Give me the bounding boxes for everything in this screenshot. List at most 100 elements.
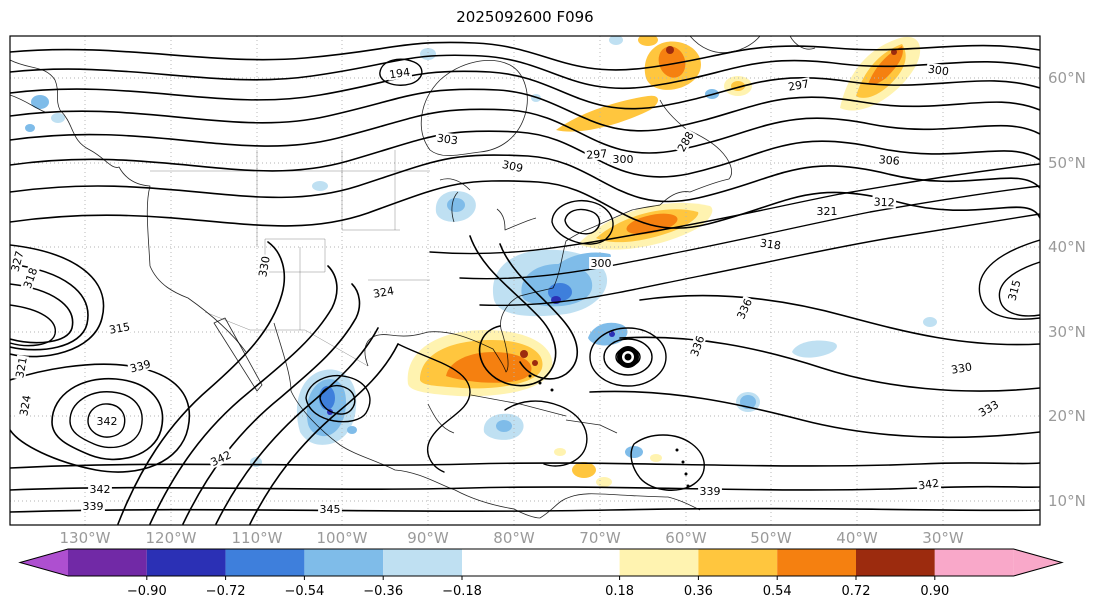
contour-label-group: 330 xyxy=(948,360,975,377)
contour-label-bg xyxy=(17,392,34,419)
colorbar-segment xyxy=(934,549,1014,576)
contour-label-bg xyxy=(948,360,975,377)
lon-tick-label: 100°W xyxy=(317,529,368,547)
lon-tick-label: 50°W xyxy=(750,529,792,547)
lon-tick-label: 30°W xyxy=(922,529,964,547)
colorbar-segment xyxy=(304,549,384,576)
contour-label-bg xyxy=(584,146,610,162)
colorbar-tick-label: −0.18 xyxy=(442,584,482,599)
colorbar-tick-label: −0.36 xyxy=(363,584,403,599)
colorbar-segment xyxy=(146,549,226,576)
colorbar-segment xyxy=(462,549,620,576)
lon-tick-label: 60°W xyxy=(665,529,707,547)
contour-label: 297 xyxy=(787,77,810,93)
contour-label-group: 309 xyxy=(499,157,526,175)
contour-label-group: 342 xyxy=(207,447,235,469)
contour-label-group: 339 xyxy=(81,500,105,513)
contour-label-group: 315 xyxy=(106,320,133,337)
contour-label: 324 xyxy=(17,394,33,417)
contour-label-bg xyxy=(13,354,30,381)
contour-label-bg xyxy=(88,483,112,495)
contour-label-group: 345 xyxy=(318,503,342,516)
colorbar-tick-label: 0.54 xyxy=(763,584,792,599)
contour-label-bg xyxy=(975,397,1002,420)
colorbar-segment xyxy=(68,549,147,576)
contour-label: 339 xyxy=(700,485,721,498)
contour-label-group: 321 xyxy=(13,354,30,381)
contour-label-bg xyxy=(256,253,273,280)
contour-label-bg xyxy=(698,485,722,497)
contour-label: 300 xyxy=(613,153,634,166)
contour-label-bg xyxy=(20,264,40,292)
lon-tick-label: 80°W xyxy=(493,529,535,547)
contour-label-group: 288 xyxy=(674,128,697,155)
lat-tick-label: 50°N xyxy=(1048,154,1086,172)
contour-label-group: 342 xyxy=(95,415,119,428)
contour-label: 315 xyxy=(1006,279,1024,303)
contour-label: 330 xyxy=(256,255,272,278)
colorbar-segment xyxy=(777,549,856,576)
contour-label-bg xyxy=(871,195,897,209)
contour-label-bg xyxy=(10,248,26,275)
contour-label-bg xyxy=(687,332,707,360)
contour-label: 318 xyxy=(759,237,782,253)
contour-label-group: 303 xyxy=(434,131,461,148)
contour-label: 297 xyxy=(586,147,608,162)
contour-label-group: 318 xyxy=(20,264,40,292)
contour-label: 342 xyxy=(97,415,118,428)
contour-label: 345 xyxy=(320,503,341,516)
contour-label-bg xyxy=(207,447,235,469)
colorbar-segment xyxy=(698,549,778,576)
plot-title: 2025092600 F096 xyxy=(456,8,593,26)
contour-label-bg xyxy=(95,415,119,427)
contour-label-group: 194 xyxy=(386,65,413,81)
contour-label-group: 300 xyxy=(925,62,952,78)
contour-label-group: 297 xyxy=(584,146,610,162)
contour-label: 300 xyxy=(591,257,612,270)
contour-label: 342 xyxy=(917,477,940,493)
contour-label-group: 342 xyxy=(88,483,112,496)
contour-label: 303 xyxy=(436,132,459,148)
contour-label-group: 336 xyxy=(687,332,707,360)
colorbar-segment xyxy=(225,549,305,576)
longitude-tick-labels: 130°W 120°W 110°W 100°W 90°W 80°W 70°W 60°W 50°W… xyxy=(60,529,964,547)
contour-label-group: 315 xyxy=(1005,277,1024,304)
contour-label-bg xyxy=(815,205,839,217)
contour-label-group: 330 xyxy=(256,253,273,280)
contour-label-bg xyxy=(1005,277,1023,304)
contour-label-bg xyxy=(925,62,952,78)
contour-label-bg xyxy=(589,257,613,269)
colorbar: −0.90 −0.72 −0.54 −0.36 −0.18 0.18 0.36 0.54 0.7… xyxy=(18,548,1064,599)
colorbar-arrow-left xyxy=(20,549,68,576)
contour-label-group: 306 xyxy=(876,152,902,168)
colorbar-segment xyxy=(619,549,699,576)
contour-label: 339 xyxy=(83,500,104,513)
contour-label: 312 xyxy=(873,195,895,209)
lat-tick-label: 20°N xyxy=(1048,407,1086,425)
colorbar-tick-label: 0.18 xyxy=(605,584,634,599)
map-panel: 194 303 309 297 300 288 297 300 306 312 321 318 315 3… xyxy=(9,35,1086,547)
latitude-tick-labels: 60°N 50°N 40°N 30°N 20°N 10°N xyxy=(1048,69,1086,510)
contour-label-group: 342 xyxy=(915,476,942,493)
contour-label: 318 xyxy=(21,266,40,290)
map-frame xyxy=(9,35,1041,526)
colorbar-segment xyxy=(383,549,462,576)
contour-label-group: 339 xyxy=(127,357,154,376)
contour-label-bg xyxy=(785,77,812,94)
contour-label-bg xyxy=(370,284,397,301)
colorbar-tick-label: −0.90 xyxy=(127,584,167,599)
lat-tick-label: 10°N xyxy=(1048,492,1086,510)
contour-label-group: 312 xyxy=(871,195,897,210)
contour-label: 321 xyxy=(817,205,838,218)
contour-label-group: 324 xyxy=(370,284,397,301)
lat-tick-label: 60°N xyxy=(1048,69,1086,87)
colorbar-tick-label: 0.90 xyxy=(920,584,949,599)
colorbar-tick-label: −0.54 xyxy=(284,584,324,599)
contour-label-bg xyxy=(915,476,942,492)
colorbar-outline xyxy=(18,548,1064,577)
contour-label-group: 300 xyxy=(589,257,613,270)
colorbar-tick-label: 0.36 xyxy=(684,584,713,599)
contour-label-bg xyxy=(499,157,526,175)
contour-label-group: 297 xyxy=(785,77,812,94)
